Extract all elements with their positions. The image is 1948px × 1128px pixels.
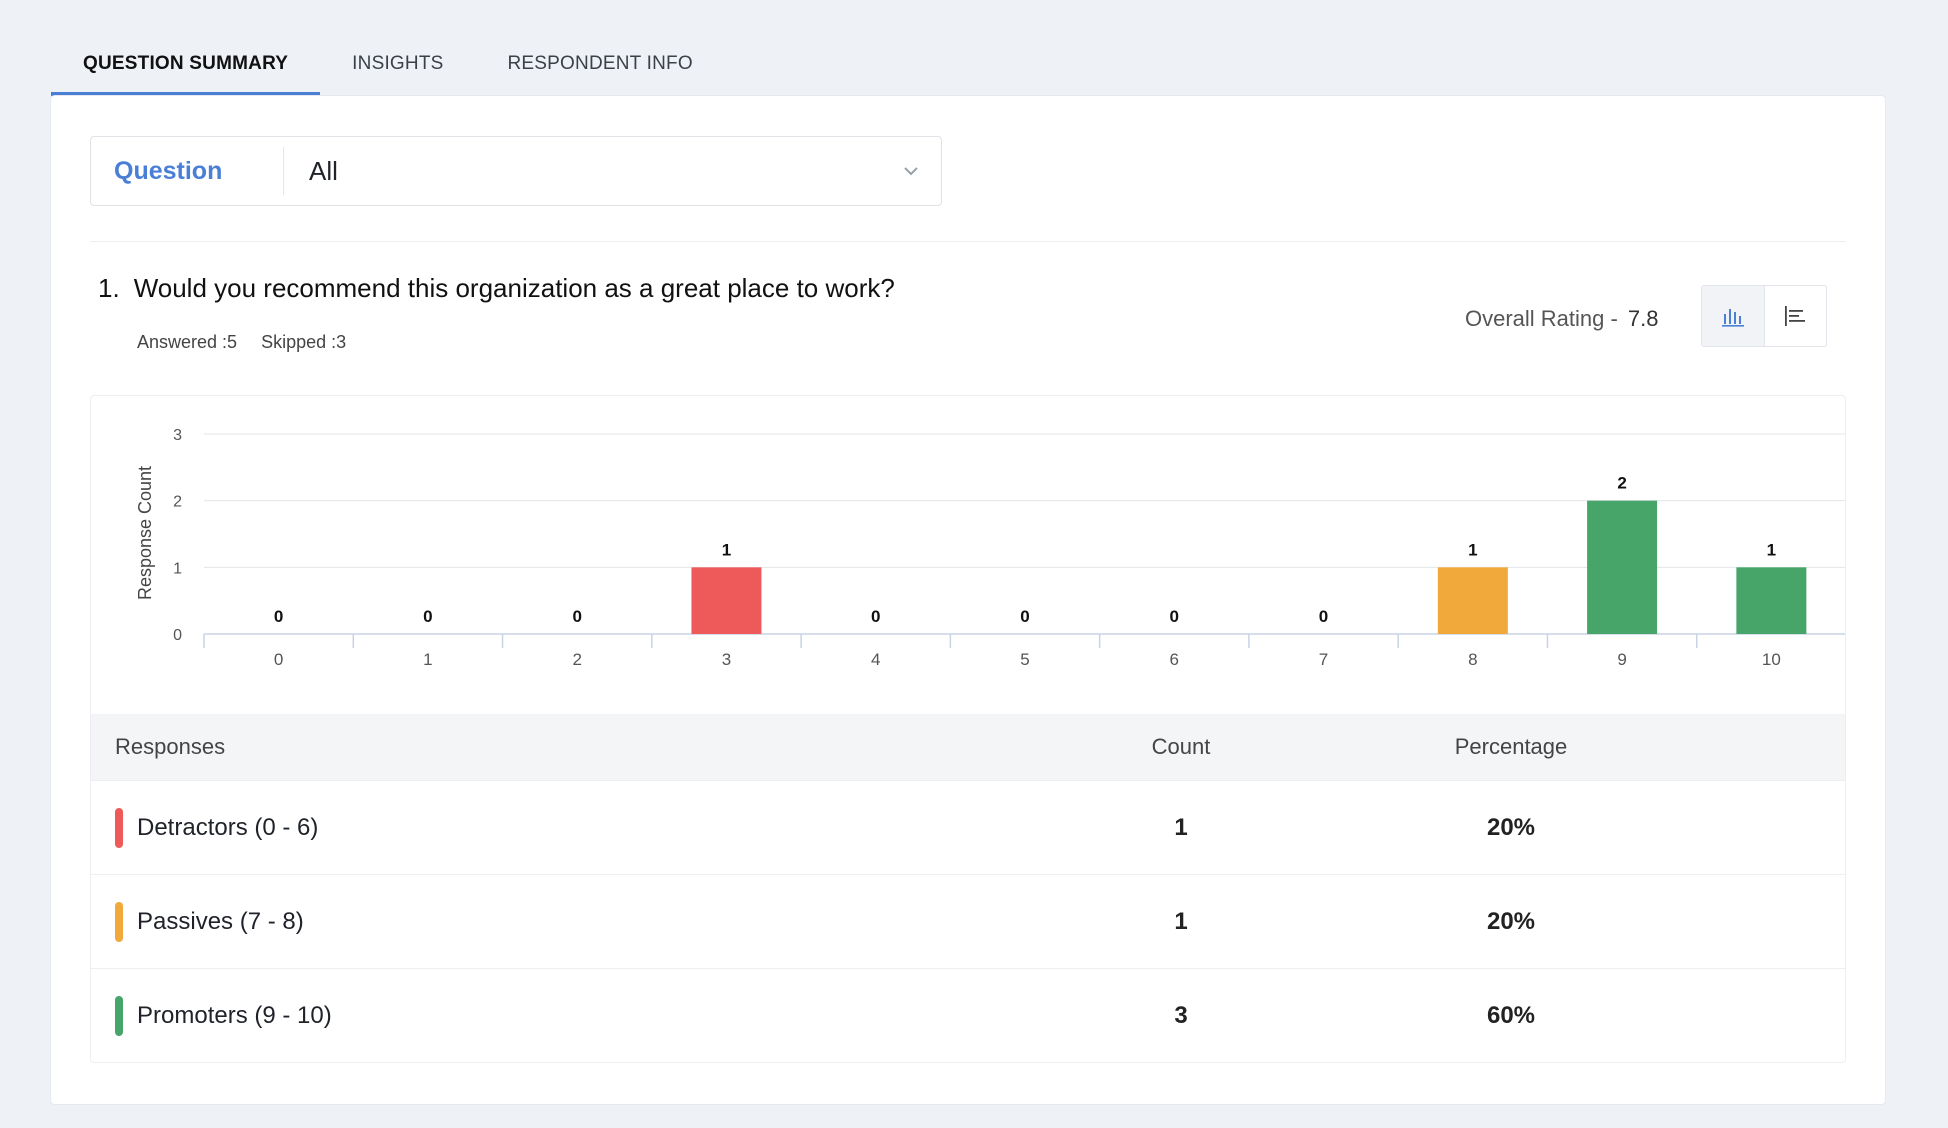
tab-insights[interactable]: INSIGHTS [352, 53, 444, 74]
y-tick-label: 1 [173, 560, 182, 577]
y-tick-label: 0 [173, 627, 182, 644]
y-axis-label: Response Count [135, 466, 155, 600]
x-tick-label: 1 [423, 650, 432, 669]
table-row: Promoters (9 - 10) 3 60% [91, 968, 1845, 1062]
y-tick-label: 2 [173, 494, 182, 511]
passives-color-swatch [115, 901, 123, 942]
tab-respondent-info[interactable]: RESPONDENT INFO [507, 53, 693, 74]
bar[interactable] [1587, 500, 1658, 634]
nps-breakdown-table: Responses Count Percentage Detractors (0… [91, 714, 1845, 1062]
filter-value: All [309, 155, 338, 186]
results-card: 0 1 2 3 0 0 0 1 0 2 1 3 0 4 0 5 0 6 0 7 1 8 2 9 1 10 Response Cou… [90, 395, 1846, 1063]
data-label: 2 [1617, 474, 1626, 493]
x-tick-label: 3 [722, 650, 731, 669]
x-tick-label: 2 [572, 650, 581, 669]
row-percentage: 20% [1486, 813, 1536, 841]
filter-label: Question [91, 147, 284, 195]
answered-count: Answered :5 [137, 332, 238, 352]
row-count: 1 [1174, 813, 1188, 841]
overall-rating: Overall Rating - 7.8 [1465, 302, 1658, 336]
data-label: 1 [722, 540, 731, 559]
data-label: 1 [1468, 540, 1477, 559]
question-filter-dropdown[interactable]: Question All [90, 136, 942, 206]
y-tick-label: 3 [173, 427, 182, 444]
data-label: 0 [871, 607, 880, 626]
summary-panel: Question All 1. Would you recommend this… [51, 96, 1885, 1104]
x-tick-label: 4 [871, 650, 880, 669]
row-count: 1 [1174, 907, 1188, 935]
data-label: 1 [1767, 540, 1776, 559]
row-count: 3 [1174, 1001, 1188, 1029]
list-chart-icon [1785, 306, 1806, 326]
tab-bar: QUESTION SUMMARY INSIGHTS RESPONDENT INF… [51, 36, 725, 96]
rating-value: 7.8 [1627, 306, 1659, 331]
row-label: Promoters (9 - 10) [137, 1001, 332, 1029]
x-tick-label: 5 [1020, 650, 1029, 669]
header-responses: Responses [115, 734, 226, 759]
data-label: 0 [1170, 607, 1179, 626]
bar[interactable] [1736, 567, 1807, 634]
response-bar-chart: 0 1 2 3 0 0 0 1 0 2 1 3 0 4 0 5 0 6 0 7 1 8 2 9 1 10 Response Cou… [91, 396, 1845, 714]
question-title: 1. Would you recommend this organization… [98, 273, 895, 304]
horizontal-chart-view-button[interactable] [1765, 286, 1827, 346]
data-label: 0 [1020, 607, 1029, 626]
chart-view-toggle [1701, 285, 1827, 347]
x-tick-label: 0 [274, 650, 283, 669]
bar-chart-icon [1721, 309, 1744, 327]
detractors-color-swatch [115, 807, 123, 848]
question-text: Would you recommend this organization as… [133, 273, 895, 303]
row-label: Detractors (0 - 6) [137, 813, 319, 841]
table-row: Detractors (0 - 6) 1 20% [91, 780, 1845, 874]
tab-question-summary[interactable]: QUESTION SUMMARY [51, 36, 321, 96]
question-stats: Answered :5 Skipped :3 [137, 332, 346, 353]
skipped-count: Skipped :3 [261, 332, 347, 352]
bar[interactable] [691, 567, 762, 634]
row-percentage: 20% [1486, 907, 1536, 935]
row-percentage: 60% [1486, 1001, 1536, 1029]
table-row: Passives (7 - 8) 1 20% [91, 874, 1845, 968]
x-tick-label: 8 [1468, 650, 1477, 669]
bar-chart-view-button[interactable] [1702, 286, 1765, 346]
data-label: 0 [274, 607, 283, 626]
chevron-down-icon [881, 165, 941, 177]
divider [90, 241, 1846, 242]
x-tick-label: 10 [1762, 650, 1781, 669]
row-label: Passives (7 - 8) [137, 907, 304, 935]
bar[interactable] [1437, 567, 1508, 634]
promoters-color-swatch [115, 995, 123, 1036]
question-number: 1. [98, 273, 120, 303]
header-percentage: Percentage [1454, 734, 1568, 759]
rating-label: Overall Rating - [1465, 306, 1618, 331]
data-label: 0 [423, 607, 432, 626]
x-tick-label: 7 [1319, 650, 1328, 669]
x-tick-label: 9 [1617, 650, 1626, 669]
header-count: Count [1151, 734, 1211, 759]
data-label: 0 [1319, 607, 1328, 626]
table-header: Responses Count Percentage [91, 714, 1845, 780]
x-tick-label: 6 [1170, 650, 1179, 669]
data-label: 0 [572, 607, 581, 626]
